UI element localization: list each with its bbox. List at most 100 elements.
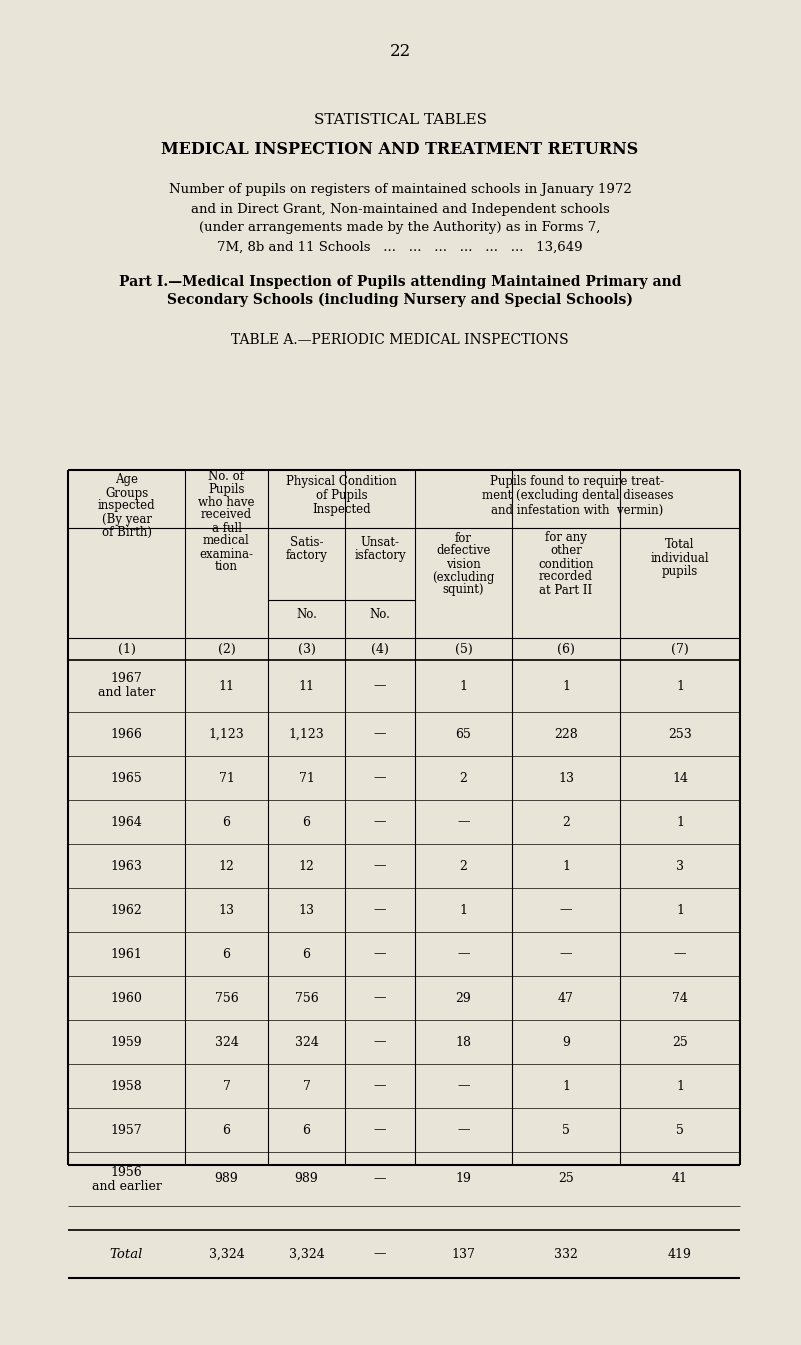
Text: —: — bbox=[374, 1248, 386, 1260]
Text: 1965: 1965 bbox=[111, 772, 143, 784]
Text: 47: 47 bbox=[558, 991, 574, 1005]
Text: 1960: 1960 bbox=[111, 991, 143, 1005]
Text: Part I.—Medical Inspection of Pupils attending Maintained Primary and: Part I.—Medical Inspection of Pupils att… bbox=[119, 274, 681, 289]
Text: 41: 41 bbox=[672, 1173, 688, 1185]
Text: 1: 1 bbox=[676, 679, 684, 693]
Text: —: — bbox=[374, 991, 386, 1005]
Text: 1959: 1959 bbox=[111, 1036, 143, 1049]
Text: (6): (6) bbox=[557, 643, 575, 655]
Text: 12: 12 bbox=[299, 859, 315, 873]
Text: and infestation with  vermin): and infestation with vermin) bbox=[491, 503, 663, 516]
Text: 13: 13 bbox=[558, 772, 574, 784]
Text: 7M, 8b and 11 Schools   ...   ...   ...   ...   ...   ...   13,649: 7M, 8b and 11 Schools ... ... ... ... ..… bbox=[217, 241, 583, 253]
Text: 1958: 1958 bbox=[111, 1080, 143, 1092]
Text: 2: 2 bbox=[460, 772, 468, 784]
Text: 6: 6 bbox=[303, 815, 311, 829]
Text: 12: 12 bbox=[219, 859, 235, 873]
Text: ment (excluding dental diseases: ment (excluding dental diseases bbox=[481, 490, 674, 503]
Text: (1): (1) bbox=[118, 643, 135, 655]
Text: 1: 1 bbox=[676, 904, 684, 916]
Text: —: — bbox=[457, 1080, 469, 1092]
Text: 1: 1 bbox=[676, 815, 684, 829]
Text: for: for bbox=[455, 531, 472, 545]
Text: Groups: Groups bbox=[105, 487, 148, 499]
Text: 1966: 1966 bbox=[111, 728, 143, 741]
Text: —: — bbox=[374, 679, 386, 693]
Text: —: — bbox=[560, 904, 572, 916]
Text: a full: a full bbox=[211, 522, 241, 534]
Text: 7: 7 bbox=[223, 1080, 231, 1092]
Text: 11: 11 bbox=[219, 679, 235, 693]
Text: 1956: 1956 bbox=[111, 1166, 143, 1178]
Text: No. of: No. of bbox=[208, 469, 244, 483]
Text: 324: 324 bbox=[295, 1036, 319, 1049]
Text: —: — bbox=[374, 728, 386, 741]
Text: 1963: 1963 bbox=[111, 859, 143, 873]
Text: —: — bbox=[560, 947, 572, 960]
Text: —: — bbox=[374, 859, 386, 873]
Text: of Birth): of Birth) bbox=[102, 526, 151, 538]
Text: 13: 13 bbox=[219, 904, 235, 916]
Text: Unsat-: Unsat- bbox=[360, 535, 400, 549]
Text: 756: 756 bbox=[295, 991, 318, 1005]
Text: Physical Condition: Physical Condition bbox=[286, 476, 396, 488]
Text: 3: 3 bbox=[676, 859, 684, 873]
Text: 1: 1 bbox=[562, 1080, 570, 1092]
Text: Number of pupils on registers of maintained schools in January 1972: Number of pupils on registers of maintai… bbox=[169, 183, 631, 196]
Text: (7): (7) bbox=[671, 643, 689, 655]
Text: Age: Age bbox=[115, 473, 138, 487]
Text: —: — bbox=[674, 947, 686, 960]
Text: 5: 5 bbox=[562, 1123, 570, 1137]
Text: —: — bbox=[374, 772, 386, 784]
Text: recorded: recorded bbox=[539, 570, 593, 584]
Text: Pupils found to require treat-: Pupils found to require treat- bbox=[490, 476, 665, 488]
Text: —: — bbox=[374, 1080, 386, 1092]
Text: 2: 2 bbox=[460, 859, 468, 873]
Text: 6: 6 bbox=[223, 947, 231, 960]
Text: 989: 989 bbox=[295, 1173, 318, 1185]
Text: 324: 324 bbox=[215, 1036, 239, 1049]
Text: 13: 13 bbox=[299, 904, 315, 916]
Text: —: — bbox=[374, 947, 386, 960]
Text: condition: condition bbox=[538, 557, 594, 570]
Text: (4): (4) bbox=[371, 643, 389, 655]
Text: 6: 6 bbox=[223, 815, 231, 829]
Text: —: — bbox=[457, 947, 469, 960]
Text: vision: vision bbox=[446, 557, 481, 570]
Text: 1,123: 1,123 bbox=[208, 728, 244, 741]
Text: —: — bbox=[374, 1173, 386, 1185]
Text: 1962: 1962 bbox=[111, 904, 143, 916]
Text: 3,324: 3,324 bbox=[288, 1248, 324, 1260]
Text: 228: 228 bbox=[554, 728, 578, 741]
Text: 419: 419 bbox=[668, 1248, 692, 1260]
Text: 9: 9 bbox=[562, 1036, 570, 1049]
Text: 1: 1 bbox=[676, 1080, 684, 1092]
Text: —: — bbox=[457, 815, 469, 829]
Text: (By year: (By year bbox=[102, 512, 151, 526]
Text: —: — bbox=[374, 815, 386, 829]
Text: defective: defective bbox=[437, 545, 491, 557]
Text: pupils: pupils bbox=[662, 565, 698, 577]
Text: Secondary Schools (including Nursery and Special Schools): Secondary Schools (including Nursery and… bbox=[167, 293, 633, 307]
Text: 1: 1 bbox=[562, 859, 570, 873]
Text: 1: 1 bbox=[460, 904, 468, 916]
Text: Total: Total bbox=[666, 538, 694, 551]
Text: Inspected: Inspected bbox=[312, 503, 371, 516]
Text: 1: 1 bbox=[460, 679, 468, 693]
Text: 253: 253 bbox=[668, 728, 692, 741]
Text: Pupils: Pupils bbox=[208, 483, 245, 495]
Text: No.: No. bbox=[369, 608, 390, 621]
Text: 332: 332 bbox=[554, 1248, 578, 1260]
Text: —: — bbox=[374, 1036, 386, 1049]
Text: 5: 5 bbox=[676, 1123, 684, 1137]
Text: 137: 137 bbox=[452, 1248, 476, 1260]
Text: individual: individual bbox=[650, 551, 710, 565]
Text: —: — bbox=[374, 904, 386, 916]
Text: isfactory: isfactory bbox=[354, 550, 406, 562]
Text: STATISTICAL TABLES: STATISTICAL TABLES bbox=[313, 113, 486, 126]
Text: 65: 65 bbox=[456, 728, 472, 741]
Text: 74: 74 bbox=[672, 991, 688, 1005]
Text: inspected: inspected bbox=[98, 499, 155, 512]
Text: 1967: 1967 bbox=[111, 672, 143, 686]
Text: (excluding: (excluding bbox=[433, 570, 495, 584]
